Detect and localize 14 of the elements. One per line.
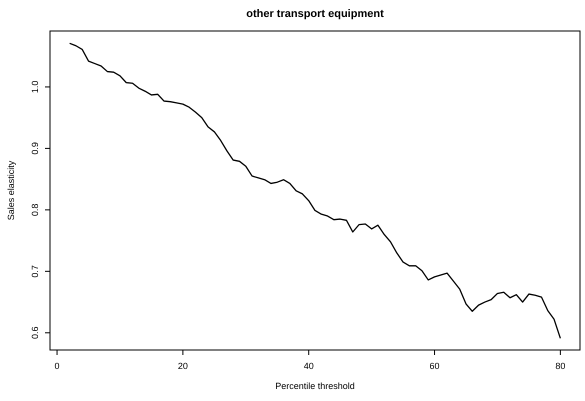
x-axis-title: Percentile threshold xyxy=(275,381,355,391)
y-axis-title: Sales elasticity xyxy=(6,160,16,220)
y-tick-label: 0.9 xyxy=(30,142,40,155)
x-tick-label: 0 xyxy=(54,361,60,371)
x-tick-label: 20 xyxy=(178,361,188,371)
line-series xyxy=(68,42,562,339)
x-tick-label: 40 xyxy=(304,361,314,371)
chart-title: other transport equipment xyxy=(246,8,384,20)
x-tick-label: 80 xyxy=(555,361,566,371)
x-tick-label: 60 xyxy=(430,361,440,371)
y-tick-label: 0.6 xyxy=(30,326,40,340)
y-tick-label: 0.8 xyxy=(30,204,40,216)
y-tick-label: 0.7 xyxy=(30,265,40,278)
y-tick-label: 1.0 xyxy=(30,80,40,94)
